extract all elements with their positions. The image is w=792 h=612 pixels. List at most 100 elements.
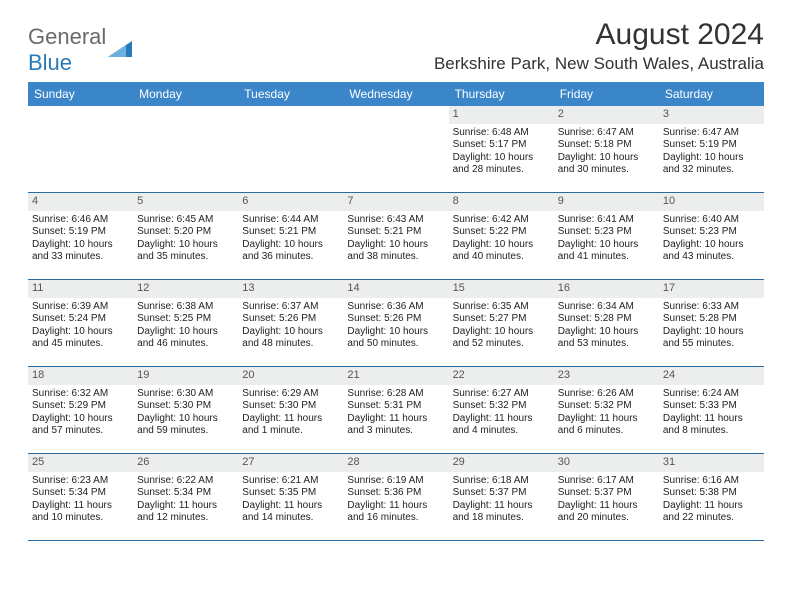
sunset-text: Sunset: 5:24 PM xyxy=(32,313,129,326)
sunrise-text: Sunrise: 6:33 AM xyxy=(663,301,760,314)
calendar-cell: 10Sunrise: 6:40 AMSunset: 5:23 PMDayligh… xyxy=(659,193,764,279)
calendar-cell: 14Sunrise: 6:36 AMSunset: 5:26 PMDayligh… xyxy=(343,280,448,366)
sunrise-text: Sunrise: 6:48 AM xyxy=(453,127,550,140)
day-number: 30 xyxy=(554,454,659,472)
sunrise-text: Sunrise: 6:29 AM xyxy=(242,388,339,401)
sunset-text: Sunset: 5:20 PM xyxy=(137,226,234,239)
calendar-cell: . xyxy=(28,106,133,192)
day-number: 15 xyxy=(449,280,554,298)
calendar-cell: 30Sunrise: 6:17 AMSunset: 5:37 PMDayligh… xyxy=(554,454,659,540)
sunrise-text: Sunrise: 6:21 AM xyxy=(242,475,339,488)
sunset-text: Sunset: 5:23 PM xyxy=(663,226,760,239)
calendar-cell: 29Sunrise: 6:18 AMSunset: 5:37 PMDayligh… xyxy=(449,454,554,540)
day-number: 13 xyxy=(238,280,343,298)
calendar-cell: 23Sunrise: 6:26 AMSunset: 5:32 PMDayligh… xyxy=(554,367,659,453)
calendar-cell: 16Sunrise: 6:34 AMSunset: 5:28 PMDayligh… xyxy=(554,280,659,366)
calendar-cell: 27Sunrise: 6:21 AMSunset: 5:35 PMDayligh… xyxy=(238,454,343,540)
sunrise-text: Sunrise: 6:22 AM xyxy=(137,475,234,488)
calendar-cell: 2Sunrise: 6:47 AMSunset: 5:18 PMDaylight… xyxy=(554,106,659,192)
calendar-cell: 25Sunrise: 6:23 AMSunset: 5:34 PMDayligh… xyxy=(28,454,133,540)
calendar-cell: 20Sunrise: 6:29 AMSunset: 5:30 PMDayligh… xyxy=(238,367,343,453)
day-number: 1 xyxy=(449,106,554,124)
daylight-text: Daylight: 10 hours and 30 minutes. xyxy=(558,152,655,177)
sunrise-text: Sunrise: 6:34 AM xyxy=(558,301,655,314)
sunrise-text: Sunrise: 6:47 AM xyxy=(558,127,655,140)
day-number: 24 xyxy=(659,367,764,385)
daylight-text: Daylight: 11 hours and 3 minutes. xyxy=(347,413,444,438)
day-number: 5 xyxy=(133,193,238,211)
day-header-cell: Wednesday xyxy=(343,82,448,106)
daylight-text: Daylight: 10 hours and 33 minutes. xyxy=(32,239,129,264)
calendar-cell: 13Sunrise: 6:37 AMSunset: 5:26 PMDayligh… xyxy=(238,280,343,366)
sunrise-text: Sunrise: 6:23 AM xyxy=(32,475,129,488)
calendar-cell: 12Sunrise: 6:38 AMSunset: 5:25 PMDayligh… xyxy=(133,280,238,366)
day-header-cell: Friday xyxy=(554,82,659,106)
day-header-cell: Tuesday xyxy=(238,82,343,106)
sunrise-text: Sunrise: 6:39 AM xyxy=(32,301,129,314)
sunset-text: Sunset: 5:22 PM xyxy=(453,226,550,239)
day-number: 6 xyxy=(238,193,343,211)
calendar-cell: 1Sunrise: 6:48 AMSunset: 5:17 PMDaylight… xyxy=(449,106,554,192)
sunset-text: Sunset: 5:21 PM xyxy=(242,226,339,239)
calendar-cell: 18Sunrise: 6:32 AMSunset: 5:29 PMDayligh… xyxy=(28,367,133,453)
daylight-text: Daylight: 11 hours and 20 minutes. xyxy=(558,500,655,525)
sunset-text: Sunset: 5:37 PM xyxy=(558,487,655,500)
sunrise-text: Sunrise: 6:35 AM xyxy=(453,301,550,314)
calendar-cell: 31Sunrise: 6:16 AMSunset: 5:38 PMDayligh… xyxy=(659,454,764,540)
day-number: 26 xyxy=(133,454,238,472)
day-number: 10 xyxy=(659,193,764,211)
week-row: 4Sunrise: 6:46 AMSunset: 5:19 PMDaylight… xyxy=(28,193,764,280)
day-number: 25 xyxy=(28,454,133,472)
sunrise-text: Sunrise: 6:46 AM xyxy=(32,214,129,227)
week-row: 25Sunrise: 6:23 AMSunset: 5:34 PMDayligh… xyxy=(28,454,764,541)
daylight-text: Daylight: 11 hours and 10 minutes. xyxy=(32,500,129,525)
location: Berkshire Park, New South Wales, Austral… xyxy=(434,54,764,74)
calendar-cell: 22Sunrise: 6:27 AMSunset: 5:32 PMDayligh… xyxy=(449,367,554,453)
daylight-text: Daylight: 10 hours and 57 minutes. xyxy=(32,413,129,438)
sunset-text: Sunset: 5:23 PM xyxy=(558,226,655,239)
daylight-text: Daylight: 11 hours and 1 minute. xyxy=(242,413,339,438)
daylight-text: Daylight: 10 hours and 35 minutes. xyxy=(137,239,234,264)
calendar-cell: 21Sunrise: 6:28 AMSunset: 5:31 PMDayligh… xyxy=(343,367,448,453)
calendar-cell: 8Sunrise: 6:42 AMSunset: 5:22 PMDaylight… xyxy=(449,193,554,279)
sunrise-text: Sunrise: 6:44 AM xyxy=(242,214,339,227)
daylight-text: Daylight: 10 hours and 59 minutes. xyxy=(137,413,234,438)
day-number: 4 xyxy=(28,193,133,211)
sunset-text: Sunset: 5:28 PM xyxy=(663,313,760,326)
sunrise-text: Sunrise: 6:37 AM xyxy=(242,301,339,314)
calendar-cell: 24Sunrise: 6:24 AMSunset: 5:33 PMDayligh… xyxy=(659,367,764,453)
week-row: 11Sunrise: 6:39 AMSunset: 5:24 PMDayligh… xyxy=(28,280,764,367)
calendar-cell: 5Sunrise: 6:45 AMSunset: 5:20 PMDaylight… xyxy=(133,193,238,279)
calendar-cell: 26Sunrise: 6:22 AMSunset: 5:34 PMDayligh… xyxy=(133,454,238,540)
day-number: 23 xyxy=(554,367,659,385)
day-number: 9 xyxy=(554,193,659,211)
day-number: 21 xyxy=(343,367,448,385)
week-row: ....1Sunrise: 6:48 AMSunset: 5:17 PMDayl… xyxy=(28,106,764,193)
day-header-cell: Sunday xyxy=(28,82,133,106)
sunset-text: Sunset: 5:30 PM xyxy=(137,400,234,413)
calendar-cell: 17Sunrise: 6:33 AMSunset: 5:28 PMDayligh… xyxy=(659,280,764,366)
sunrise-text: Sunrise: 6:18 AM xyxy=(453,475,550,488)
day-number: 3 xyxy=(659,106,764,124)
daylight-text: Daylight: 10 hours and 41 minutes. xyxy=(558,239,655,264)
daylight-text: Daylight: 10 hours and 46 minutes. xyxy=(137,326,234,351)
calendar-cell: . xyxy=(238,106,343,192)
calendar-cell: 28Sunrise: 6:19 AMSunset: 5:36 PMDayligh… xyxy=(343,454,448,540)
sunset-text: Sunset: 5:27 PM xyxy=(453,313,550,326)
sunset-text: Sunset: 5:32 PM xyxy=(558,400,655,413)
sunrise-text: Sunrise: 6:26 AM xyxy=(558,388,655,401)
calendar-cell: 15Sunrise: 6:35 AMSunset: 5:27 PMDayligh… xyxy=(449,280,554,366)
day-number: 2 xyxy=(554,106,659,124)
daylight-text: Daylight: 10 hours and 28 minutes. xyxy=(453,152,550,177)
daylight-text: Daylight: 11 hours and 8 minutes. xyxy=(663,413,760,438)
sunrise-text: Sunrise: 6:28 AM xyxy=(347,388,444,401)
daylight-text: Daylight: 10 hours and 55 minutes. xyxy=(663,326,760,351)
sunset-text: Sunset: 5:30 PM xyxy=(242,400,339,413)
day-number: 16 xyxy=(554,280,659,298)
header: General Blue August 2024 Berkshire Park,… xyxy=(28,18,764,76)
day-number: 27 xyxy=(238,454,343,472)
sunset-text: Sunset: 5:33 PM xyxy=(663,400,760,413)
calendar: SundayMondayTuesdayWednesdayThursdayFrid… xyxy=(28,82,764,541)
daylight-text: Daylight: 10 hours and 38 minutes. xyxy=(347,239,444,264)
daylight-text: Daylight: 11 hours and 12 minutes. xyxy=(137,500,234,525)
